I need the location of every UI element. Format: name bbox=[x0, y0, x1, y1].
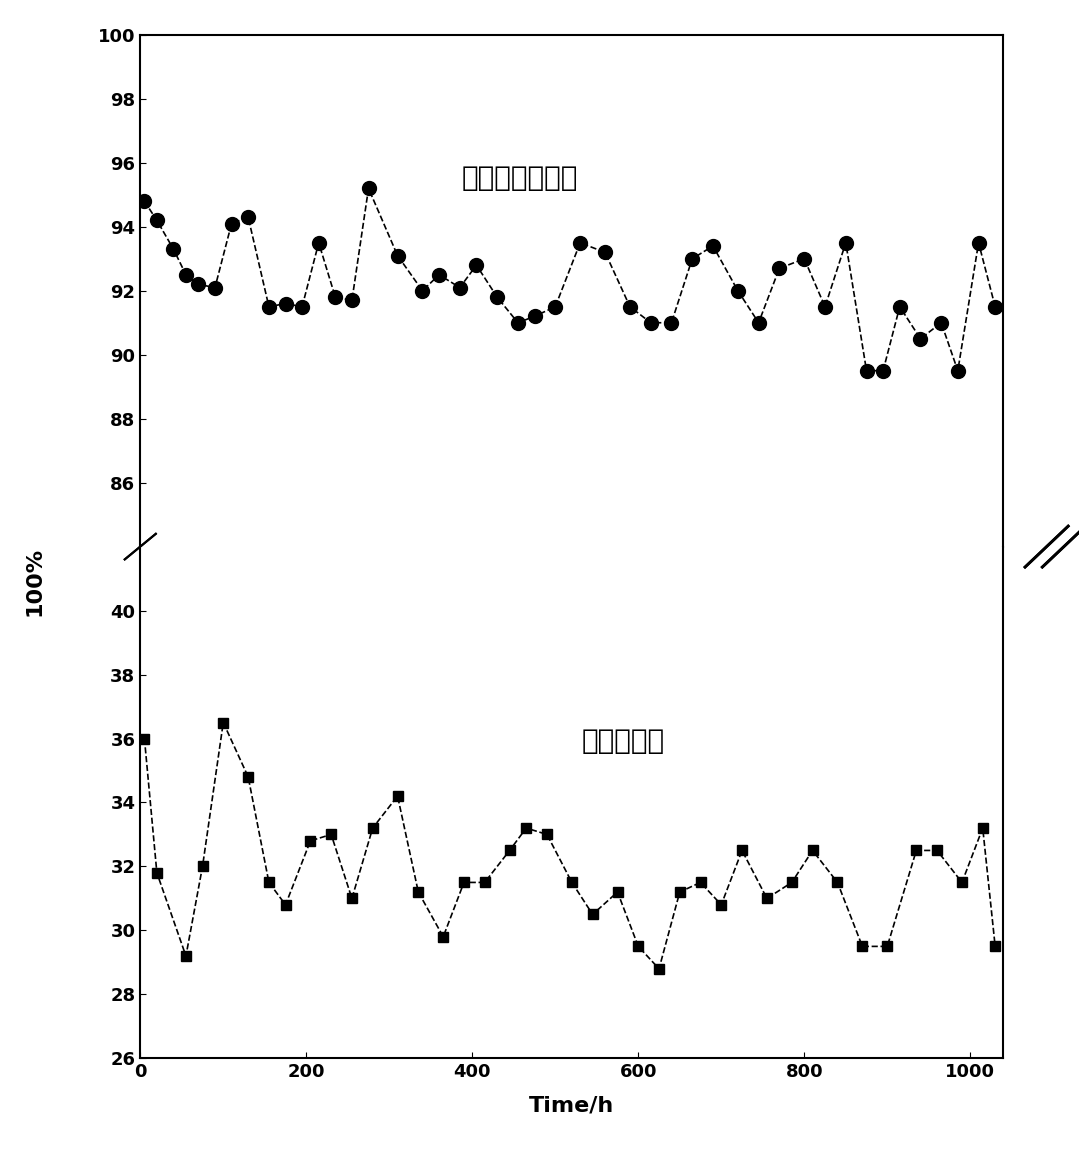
Text: 丙酮转化率: 丙酮转化率 bbox=[582, 727, 666, 755]
Text: 异佛尔酮选择性: 异佛尔酮选择性 bbox=[462, 164, 578, 192]
Text: 100%: 100% bbox=[25, 547, 44, 616]
X-axis label: Time/h: Time/h bbox=[529, 1096, 615, 1115]
